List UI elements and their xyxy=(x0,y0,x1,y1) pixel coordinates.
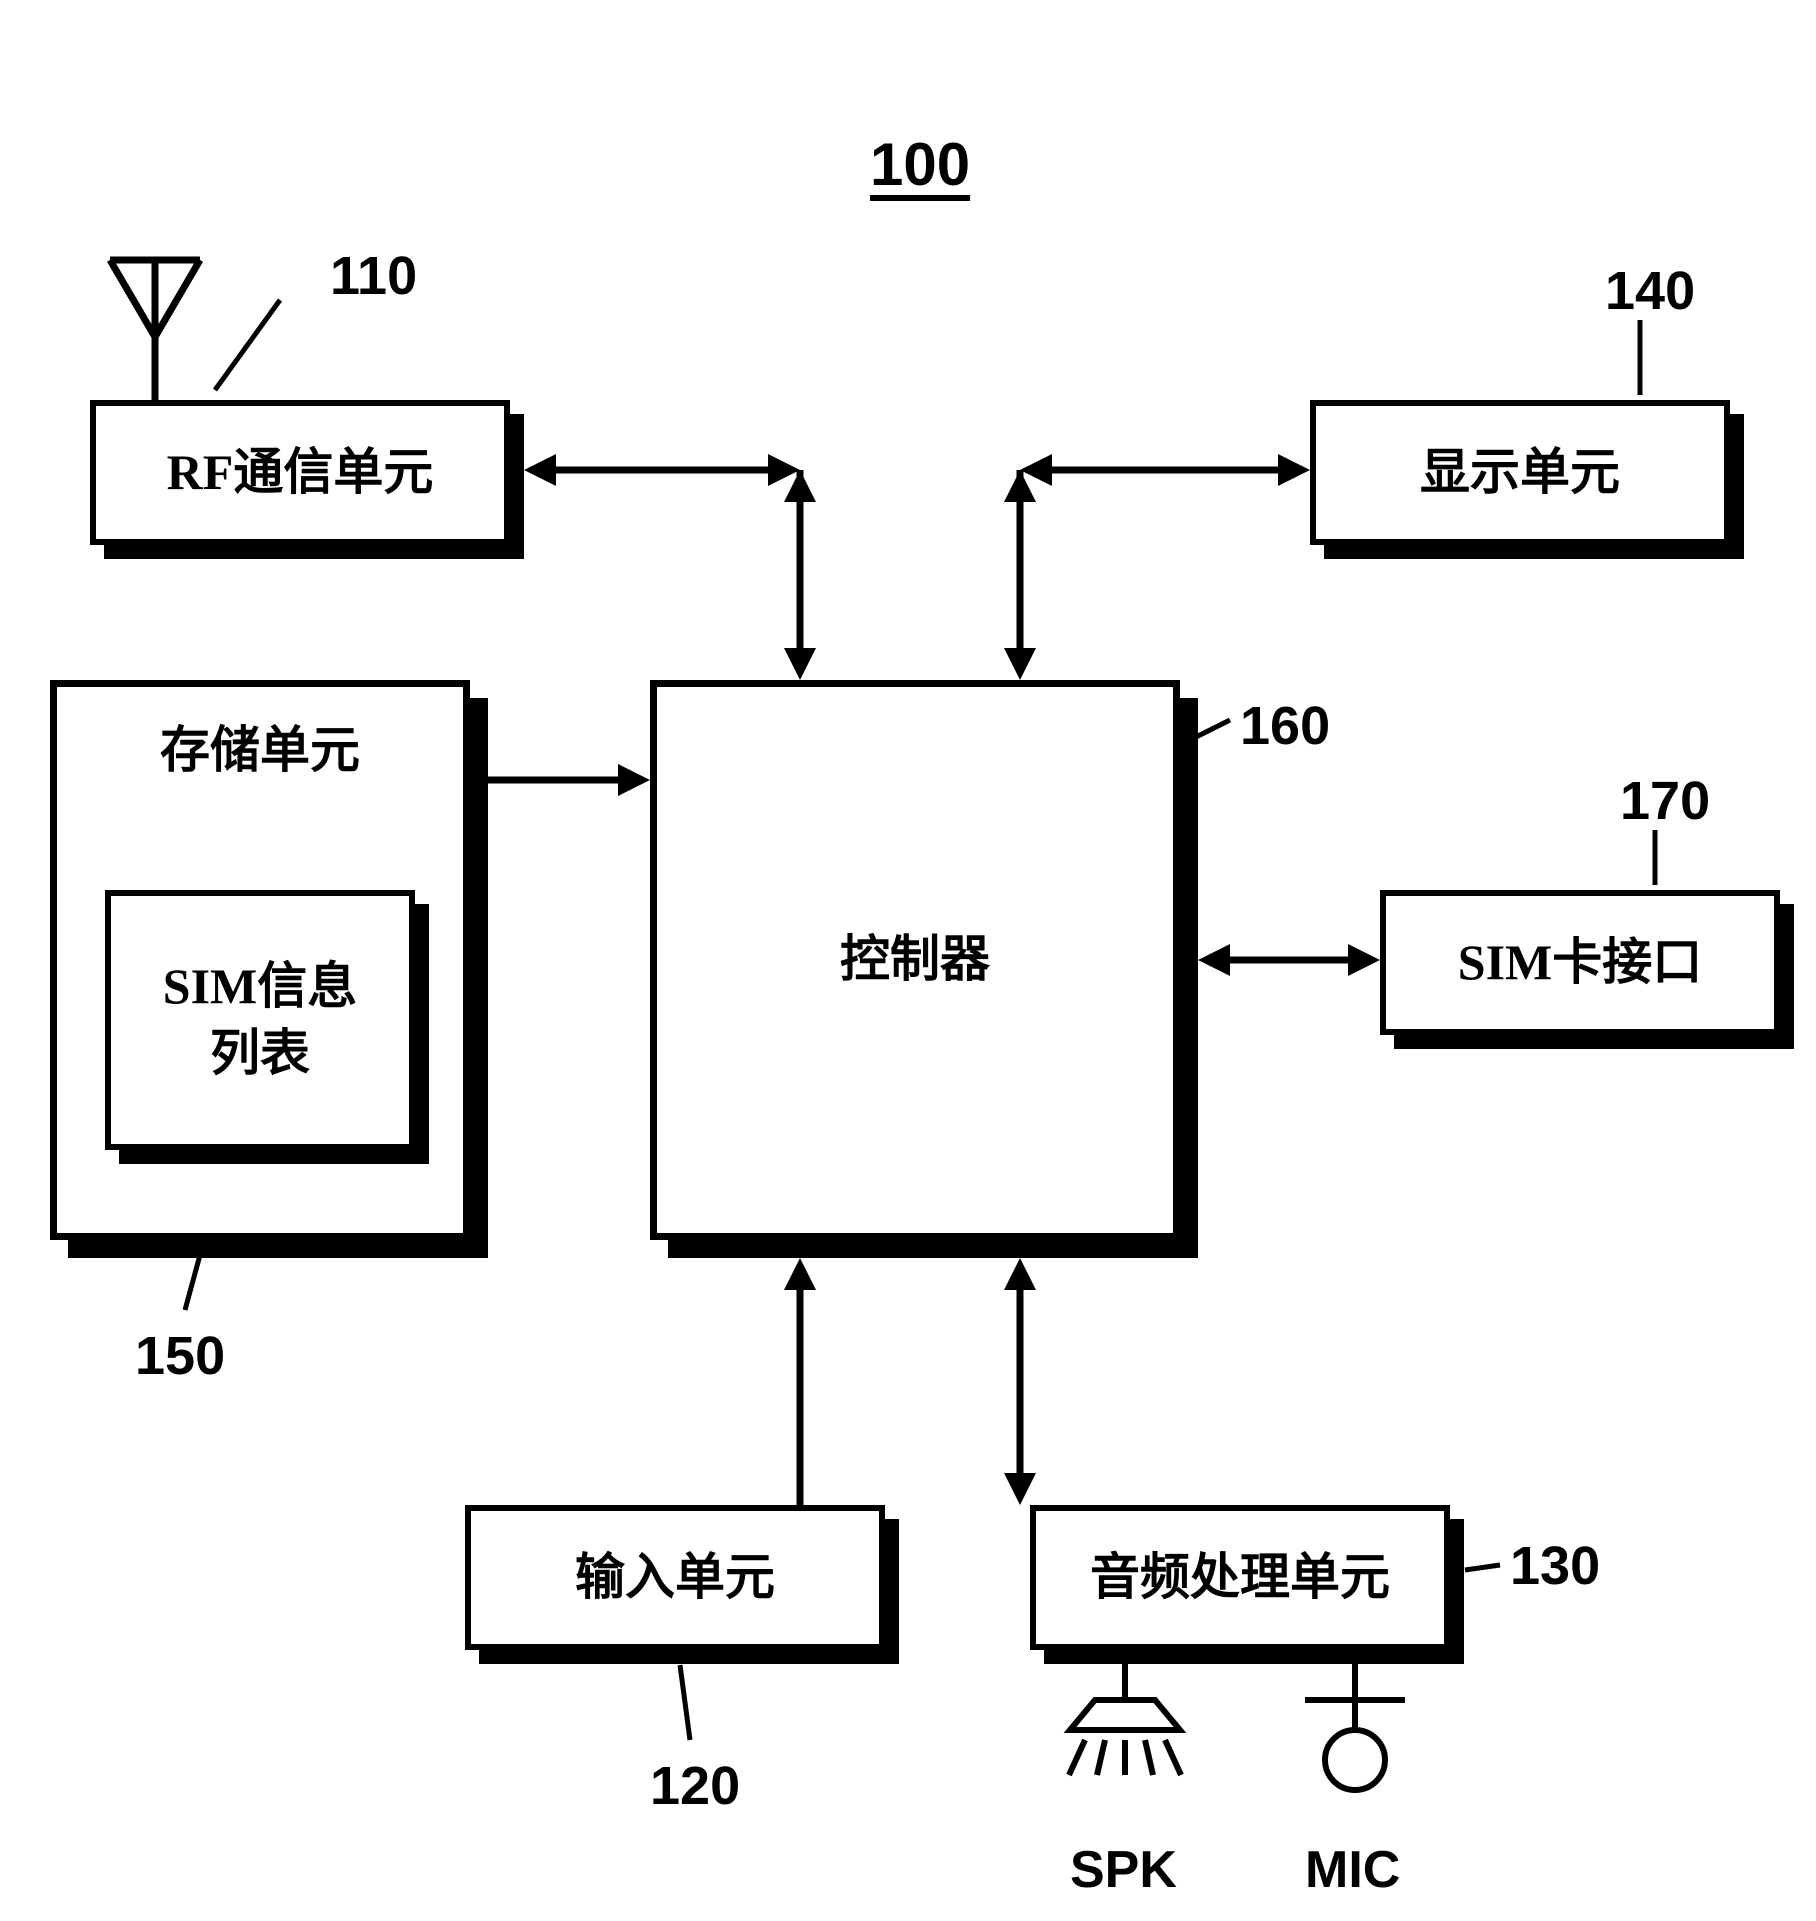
display-number: 140 xyxy=(1605,260,1695,322)
sim_list-label: SIM信息 列表 xyxy=(163,953,357,1088)
diagram-title: 100 xyxy=(870,130,970,199)
sim_if-box: SIM卡接口 xyxy=(1380,890,1780,1035)
rf-number: 110 xyxy=(330,245,417,307)
display-box: 显示单元 xyxy=(1310,400,1730,545)
display-label: 显示单元 xyxy=(1420,439,1620,507)
rf-label: RF通信单元 xyxy=(167,439,434,507)
audio-box: 音频处理单元 xyxy=(1030,1505,1450,1650)
audio-label: 音频处理单元 xyxy=(1090,1544,1390,1612)
sim_if-label: SIM卡接口 xyxy=(1458,929,1702,997)
sim_list-box: SIM信息 列表 xyxy=(105,890,415,1150)
storage-label: 存储单元 xyxy=(160,717,360,785)
input-number: 120 xyxy=(650,1755,740,1817)
input-box: 输入单元 xyxy=(465,1505,885,1650)
audio-number: 130 xyxy=(1510,1535,1600,1597)
rf-box: RF通信单元 xyxy=(90,400,510,545)
controller-label: 控制器 xyxy=(840,926,990,994)
diagram-canvas: 100 RF通信单元 110 显示单元 140 控制器 160 存储单元 150 SIM信息 列… xyxy=(0,0,1816,1921)
storage-number: 150 xyxy=(135,1325,225,1387)
sim_if-number: 170 xyxy=(1620,770,1710,832)
speaker-label: SPK xyxy=(1070,1840,1177,1900)
controller-number: 160 xyxy=(1240,695,1330,757)
controller-box: 控制器 xyxy=(650,680,1180,1240)
input-label: 输入单元 xyxy=(575,1544,775,1612)
mic-label: MIC xyxy=(1305,1840,1400,1900)
